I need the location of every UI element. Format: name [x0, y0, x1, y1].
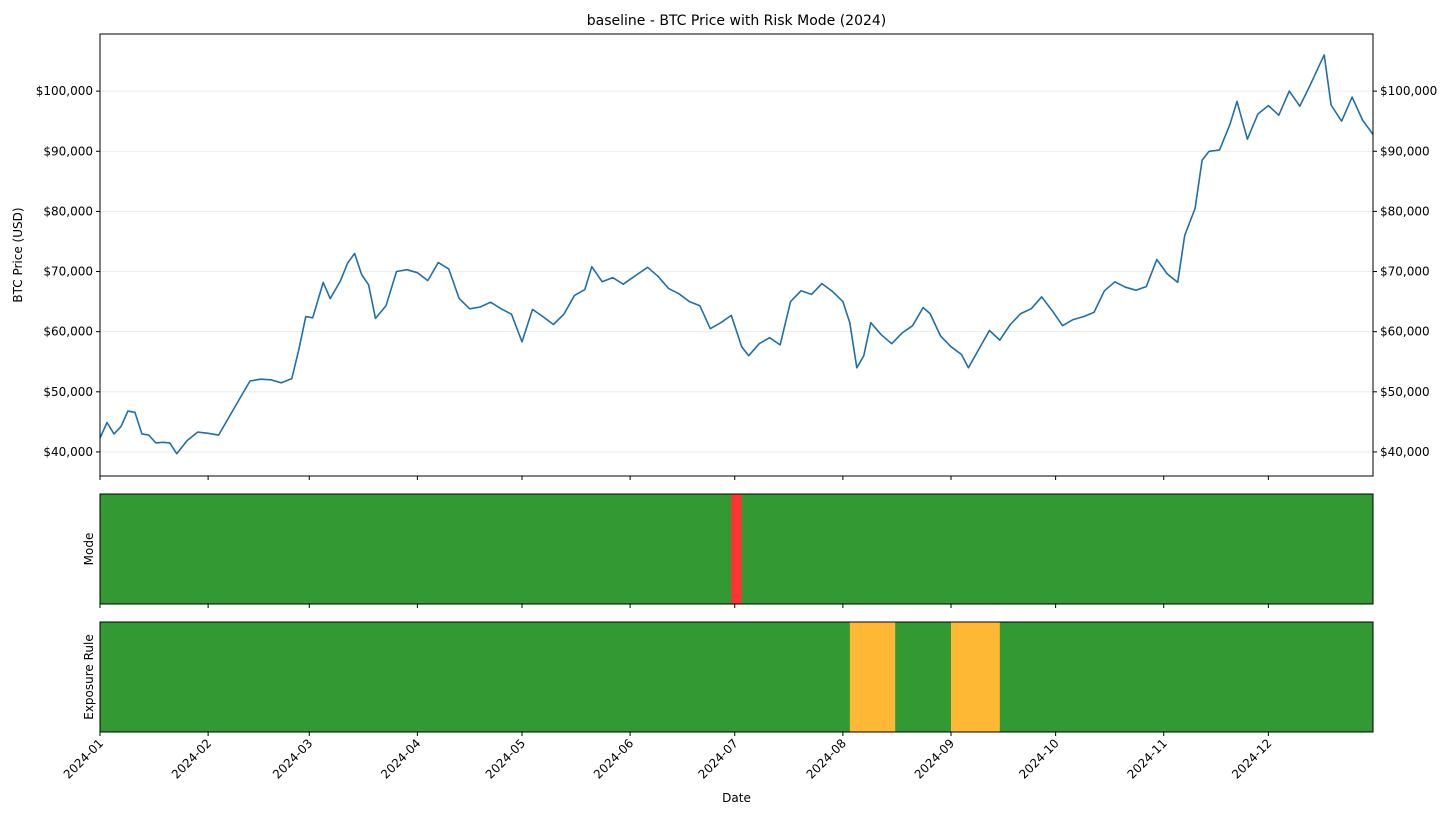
y-tick-label-right: $80,000 — [1380, 204, 1430, 218]
y-tick-label-left: $90,000 — [43, 144, 93, 158]
y-tick-label-right: $100,000 — [1380, 84, 1437, 98]
x-tick-label: 2024-09 — [912, 736, 957, 781]
x-tick-label: 2024-07 — [696, 736, 741, 781]
btc-price-line — [99, 54, 1374, 455]
exposure-panel: 2024-01 2024-02 2024-03 2024-04 2024-05 2024-… — [61, 621, 1374, 805]
y-tick-label-left: $50,000 — [43, 385, 93, 399]
exposure-axes-frame — [99, 621, 1374, 733]
y-tick-label-left: $40,000 — [43, 445, 93, 459]
y-tick-label-left: $80,000 — [43, 204, 93, 218]
x-tick-label: 2024-01 — [61, 736, 106, 781]
y-tick-label-left: $60,000 — [43, 325, 93, 339]
x-tick-label: 2024-02 — [169, 736, 214, 781]
x-tick-label: 2024-08 — [804, 736, 849, 781]
price-x-tick-marks — [99, 476, 1269, 480]
y-tick-label-left: $100,000 — [36, 84, 93, 98]
y-tick-label-right: $60,000 — [1380, 325, 1430, 339]
mode-x-tick-marks — [99, 604, 1269, 608]
x-tick-label: 2024-05 — [483, 736, 528, 781]
y-tick-label-right: $40,000 — [1380, 445, 1430, 459]
x-tick-label: 2024-12 — [1229, 736, 1274, 781]
x-tick-label: 2024-06 — [591, 736, 636, 781]
x-axis-ticks: 2024-01 2024-02 2024-03 2024-04 2024-05 2024-… — [61, 732, 1274, 782]
y-tick-label-left: $70,000 — [43, 265, 93, 279]
x-tick-label: 2024-10 — [1016, 736, 1061, 781]
price-line-layer — [99, 54, 1374, 455]
x-tick-label: 2024-03 — [270, 736, 315, 781]
mode-y-axis-label: Mode — [82, 533, 96, 566]
band-normal — [100, 622, 1373, 732]
band-reduced — [849, 622, 896, 732]
band-reduced — [950, 622, 1000, 732]
price-panel: $40,000 $40,000 $50,000 $50,000 $60,000 $60,0… — [11, 13, 1437, 480]
y-tick-label-right: $70,000 — [1380, 265, 1430, 279]
y-tick-label-right: $50,000 — [1380, 385, 1430, 399]
mode-bands — [100, 494, 1373, 604]
chart-title: baseline - BTC Price with Risk Mode (202… — [587, 13, 887, 29]
mode-axes-frame — [99, 493, 1374, 605]
price-y-axis-label: BTC Price (USD) — [11, 207, 25, 302]
price-axes-frame — [99, 33, 1374, 477]
band-alert — [731, 494, 742, 604]
y-tick-label-right: $90,000 — [1380, 144, 1430, 158]
price-gridlines — [100, 90, 1373, 453]
x-axis-label: Date — [722, 791, 751, 805]
x-tick-label: 2024-11 — [1125, 736, 1170, 781]
mode-panel: Mode — [82, 493, 1374, 608]
exposure-bands — [100, 622, 1373, 732]
exposure-y-axis-label: Exposure Rule — [82, 634, 96, 720]
price-y-ticks: $40,000 $40,000 $50,000 $50,000 $60,000 $60,0… — [36, 84, 1438, 459]
x-tick-label: 2024-04 — [378, 736, 423, 781]
